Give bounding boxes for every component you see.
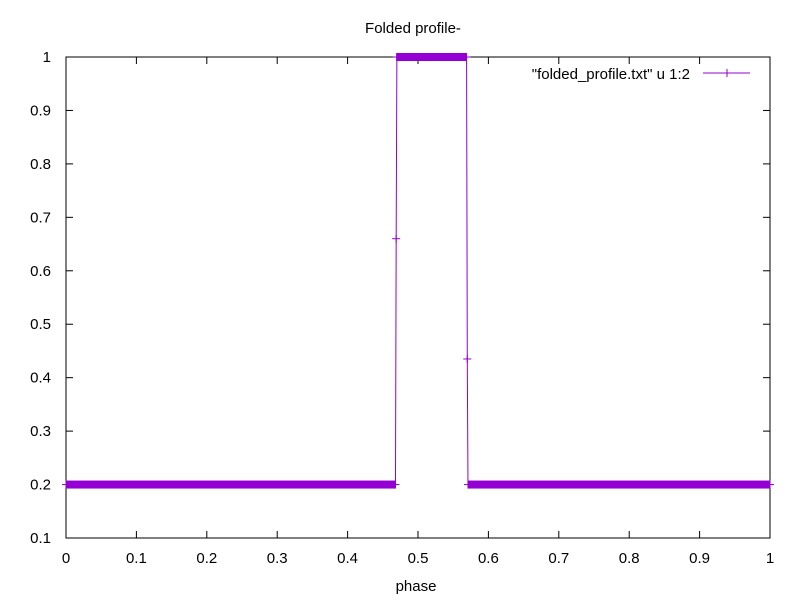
x-tick-label: 0.4 [337,550,358,567]
x-tick-label: 0.8 [619,550,640,567]
legend: "folded_profile.txt" u 1:2 [532,66,750,83]
y-tick-label: 1 [43,49,51,66]
x-axis-ticks: 0 0.1 0.2 0.3 0.4 0.5 0.6 0.7 0.8 0.9 1 [62,57,774,567]
marker-band [467,480,770,489]
chart-title: Folded profile- [365,20,461,37]
x-tick-label: 0.5 [408,550,429,567]
y-tick-label: 0.7 [30,209,51,226]
x-tick-label: 1 [766,550,774,567]
y-tick-label: 0.5 [30,316,51,333]
y-tick-label: 0.2 [30,477,51,494]
marker-band [396,53,466,61]
data-point-marker [463,354,472,363]
marker-band [66,480,396,489]
legend-label: "folded_profile.txt" u 1:2 [532,66,690,83]
y-axis-ticks: 0.1 0.2 0.3 0.4 0.5 0.6 0.7 0.8 0.9 1 [30,49,770,547]
x-tick-label: 0.7 [548,550,569,567]
x-tick-label: 0.2 [196,550,217,567]
x-tick-label: 0 [62,550,70,567]
x-tick-label: 0.3 [267,550,288,567]
y-tick-label: 0.1 [30,530,51,547]
x-tick-label: 0.6 [478,550,499,567]
y-tick-label: 0.9 [30,102,51,119]
data-point-marker [62,480,70,489]
data-point-marker [766,480,774,489]
x-axis-label: phase [396,578,437,595]
y-tick-label: 0.8 [30,156,51,173]
x-tick-label: 0.1 [126,550,147,567]
y-tick-label: 0.6 [30,263,51,280]
y-tick-label: 0.3 [30,423,51,440]
legend-marker [723,69,731,77]
data-point-marker [391,480,400,489]
data-point-marker [392,234,401,243]
data-point-marker [462,53,471,61]
y-tick-label: 0.4 [30,370,51,387]
x-tick-label: 0.9 [689,550,710,567]
data-point-marker [463,480,472,489]
data-point-marker [392,53,401,61]
series-layer [62,53,774,489]
